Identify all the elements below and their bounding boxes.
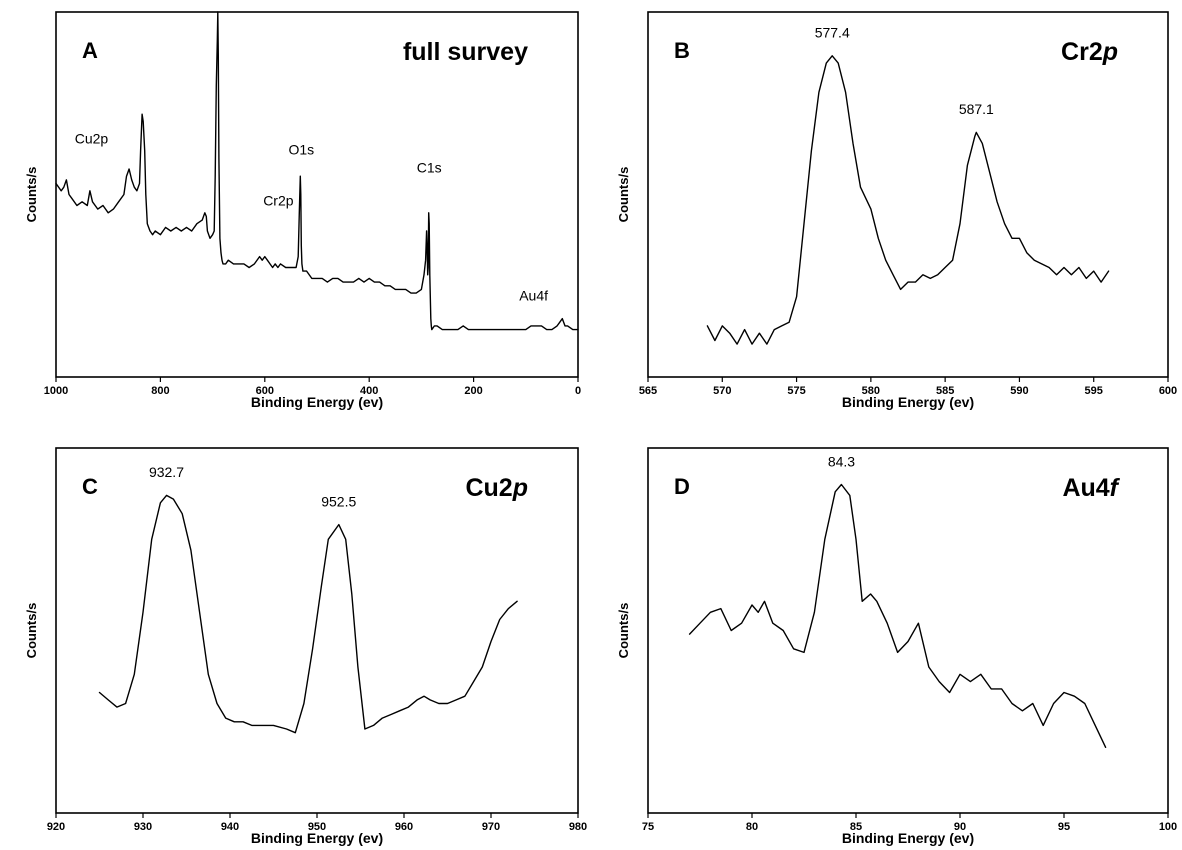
y-axis-label: Counts/s [24, 603, 39, 659]
panel-letter: B [674, 38, 690, 63]
y-axis-label: Counts/s [24, 167, 39, 223]
plot-frame [647, 447, 1169, 814]
peak-label: 587.1 [959, 101, 994, 117]
plot-frame [55, 11, 579, 378]
panel-title-text: Cr2 [1061, 38, 1103, 66]
x-axis-label: Binding Energy (ev) [842, 830, 974, 846]
x-tick-label: 0 [575, 385, 581, 397]
x-tick-label: 200 [464, 385, 482, 397]
plot-frame [55, 447, 579, 814]
x-tick-label: 595 [1085, 385, 1103, 397]
x-tick-label: 570 [713, 385, 731, 397]
panel-letter: C [82, 474, 98, 499]
x-tick-label: 90 [954, 821, 966, 833]
x-tick-label: 400 [360, 385, 378, 397]
x-tick-label: 940 [221, 821, 239, 833]
x-tick-label: 75 [642, 821, 654, 833]
x-tick-label: 600 [1159, 385, 1177, 397]
spectrum-line [688, 483, 1107, 748]
x-tick-label: 960 [395, 821, 413, 833]
x-tick-label: 920 [47, 821, 65, 833]
x-axis-label: Binding Energy (ev) [251, 394, 383, 410]
x-tick-label: 100 [1159, 821, 1177, 833]
x-tick-label: 585 [936, 385, 954, 397]
y-axis-label: Counts/s [616, 603, 631, 659]
x-tick-label: 95 [1058, 821, 1070, 833]
panel-letter: A [82, 38, 98, 63]
x-tick-label: 930 [134, 821, 152, 833]
peak-label: C1s [417, 160, 442, 176]
panel-title-text: Au4 [1062, 474, 1109, 502]
x-tick-label: 590 [1010, 385, 1028, 397]
x-tick-label: 980 [569, 821, 587, 833]
peak-label: O1s [288, 141, 314, 157]
spectrum-line [98, 494, 518, 734]
panel-title: full survey [403, 38, 528, 66]
panel-title-text: full survey [403, 38, 528, 66]
peak-label: 577.4 [815, 25, 850, 41]
panel-title: Cr2p [1061, 38, 1118, 66]
x-tick-label: 575 [787, 385, 805, 397]
panel-a: 1000 800 600 400 200 0 Cu2p Cr2p O1s C1s Au4f Bindi… [24, 11, 581, 410]
plot-frame [647, 11, 1169, 378]
spectrum-line [55, 11, 579, 331]
x-axis-label: Binding Energy (ev) [842, 394, 974, 410]
panel-title-orbital: f [1110, 474, 1121, 502]
peak-label: 952.5 [321, 493, 356, 509]
panel-title: Au4f [1062, 474, 1120, 502]
peak-label: 84.3 [828, 453, 855, 469]
panel-title-orbital: p [512, 474, 528, 502]
x-tick-label: 1000 [44, 385, 68, 397]
panel-c: 920 930 940 950 960 970 980 932.7 952.5 Binding E… [24, 447, 587, 846]
x-tick-label: 950 [308, 821, 326, 833]
panel-title-text: Cu2 [465, 474, 512, 502]
x-axis-label: Binding Energy (ev) [251, 830, 383, 846]
spectrum-line [706, 55, 1110, 345]
panel-d: 75 80 85 90 95 100 84.3 Binding Energy (ev) Coun… [616, 447, 1177, 846]
x-tick-label: 800 [151, 385, 169, 397]
peak-label: Cu2p [75, 130, 109, 146]
panel-b: 565 570 575 580 585 590 595 600 577.4 587.1 Bindin… [616, 11, 1177, 410]
x-tick-label: 565 [639, 385, 657, 397]
x-tick-label: 580 [862, 385, 880, 397]
x-tick-label: 600 [256, 385, 274, 397]
x-tick-label: 85 [850, 821, 862, 833]
panel-title: Cu2p [465, 474, 528, 502]
y-axis-label: Counts/s [616, 167, 631, 223]
peak-label: 932.7 [149, 464, 184, 480]
x-tick-label: 80 [746, 821, 758, 833]
x-tick-label: 970 [482, 821, 500, 833]
peak-label: Cr2p [263, 192, 294, 208]
peak-label: Au4f [519, 287, 548, 303]
panel-letter: D [674, 474, 690, 499]
panel-title-orbital: p [1102, 38, 1118, 66]
